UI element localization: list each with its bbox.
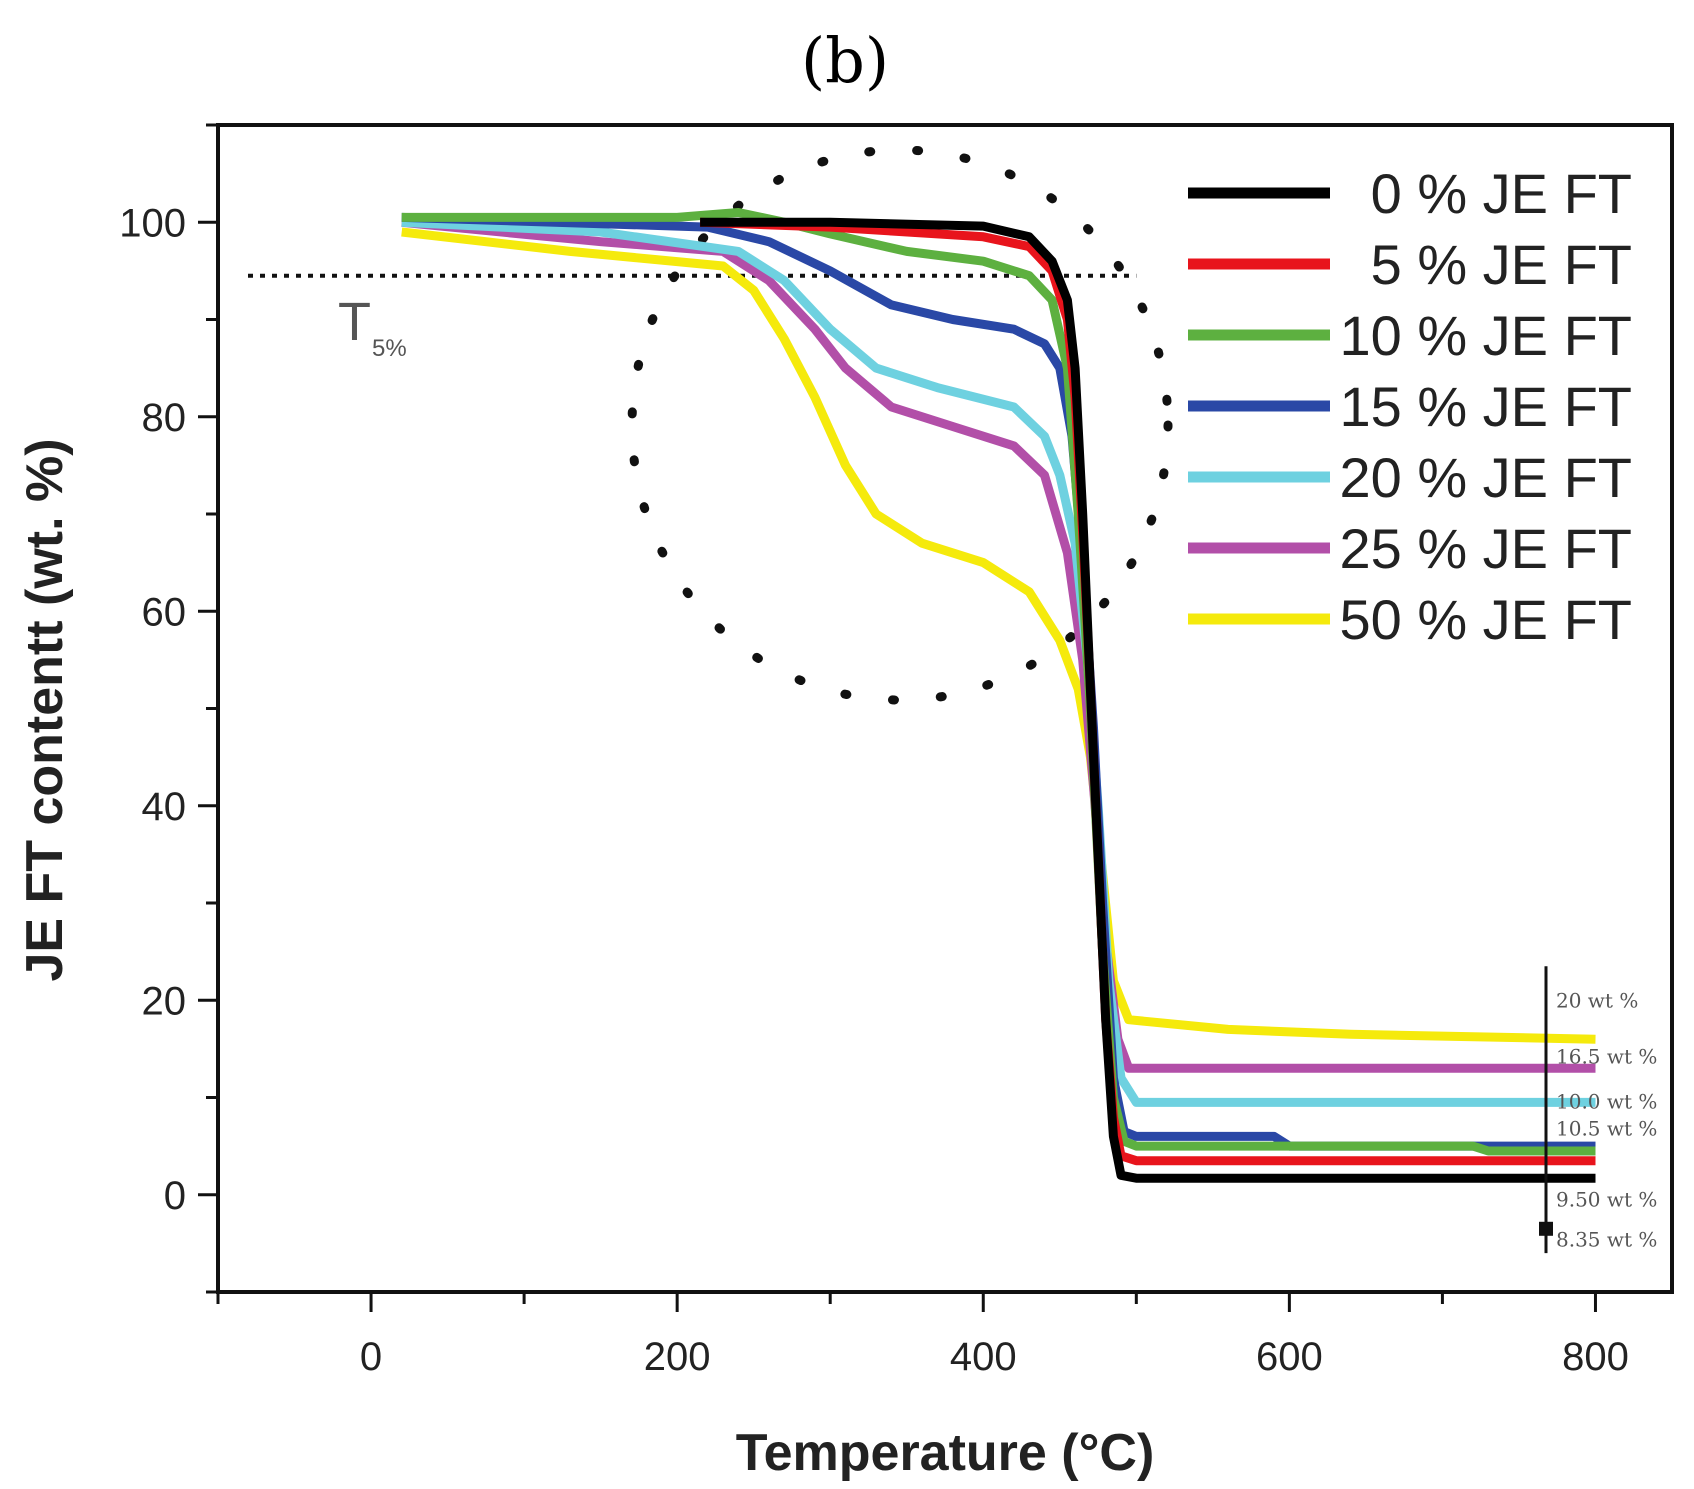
- legend: 0 % JE FT 5 % JE FT 10 % JE FT 15 % JE FT 20…: [1188, 162, 1632, 651]
- x-axis-label: Temperature (°C): [736, 1424, 1155, 1482]
- x-tick-label: 800: [1562, 1335, 1629, 1379]
- plot-frame: [216, 123, 1674, 1294]
- legend-label-6: 50 % JE FT: [1339, 588, 1632, 651]
- end-annotation-4: 9.50 wt %: [1556, 1188, 1657, 1212]
- y-tick-label: 20: [142, 979, 187, 1023]
- legend-label-0: 0 % JE FT: [1371, 162, 1632, 225]
- threshold-group: T 5%: [248, 273, 1137, 362]
- x-tick-label: 200: [644, 1335, 711, 1379]
- end-annotation-5: 8.35 wt %: [1556, 1227, 1657, 1251]
- legend-label-5: 25 % JE FT: [1339, 517, 1632, 580]
- y-tick-label: 100: [119, 201, 186, 245]
- t5-subscript: 5%: [372, 335, 407, 362]
- x-tick-label: 0: [360, 1335, 382, 1379]
- end-annotations: 20 wt % 16.5 wt % 10.0 wt % 10.5 wt % 9.50 w…: [1539, 966, 1657, 1254]
- y-axis-label: JE FT contentt (wt. %): [16, 438, 74, 981]
- highlight-ellipse-group: [627, 145, 1173, 705]
- y-tick-label: 0: [164, 1174, 186, 1218]
- y-tick-label: 80: [142, 396, 187, 440]
- x-tick-label: 400: [950, 1335, 1017, 1379]
- end-annotation-1: 16.5 wt %: [1556, 1045, 1657, 1069]
- x-tick-label: 600: [1256, 1335, 1323, 1379]
- legend-label-2: 10 % JE FT: [1339, 304, 1632, 367]
- series-group: [401, 208, 1596, 1183]
- panel-label: (b): [801, 24, 889, 97]
- y-tick-label: 60: [142, 590, 187, 634]
- end-marker-dot: [1539, 1221, 1553, 1236]
- legend-label-3: 15 % JE FT: [1339, 375, 1632, 438]
- end-annotation-2: 10.0 wt %: [1556, 1089, 1657, 1113]
- x-axis-ticks: 0 200 400 600 800: [216, 1292, 1629, 1379]
- series-line-0: [700, 217, 1596, 1183]
- y-tick-label: 40: [142, 785, 187, 829]
- end-annotation-3: 10.5 wt %: [1556, 1117, 1657, 1141]
- legend-label-1: 5 % JE FT: [1371, 233, 1632, 296]
- end-annotation-0: 20 wt %: [1556, 988, 1638, 1012]
- series-line-6: [401, 227, 1596, 1044]
- t5-label: T: [338, 292, 371, 352]
- highlight-ellipse: [627, 145, 1173, 705]
- legend-label-4: 20 % JE FT: [1339, 446, 1632, 509]
- y-axis-ticks: 0 20 40 60 80 100: [119, 123, 218, 1294]
